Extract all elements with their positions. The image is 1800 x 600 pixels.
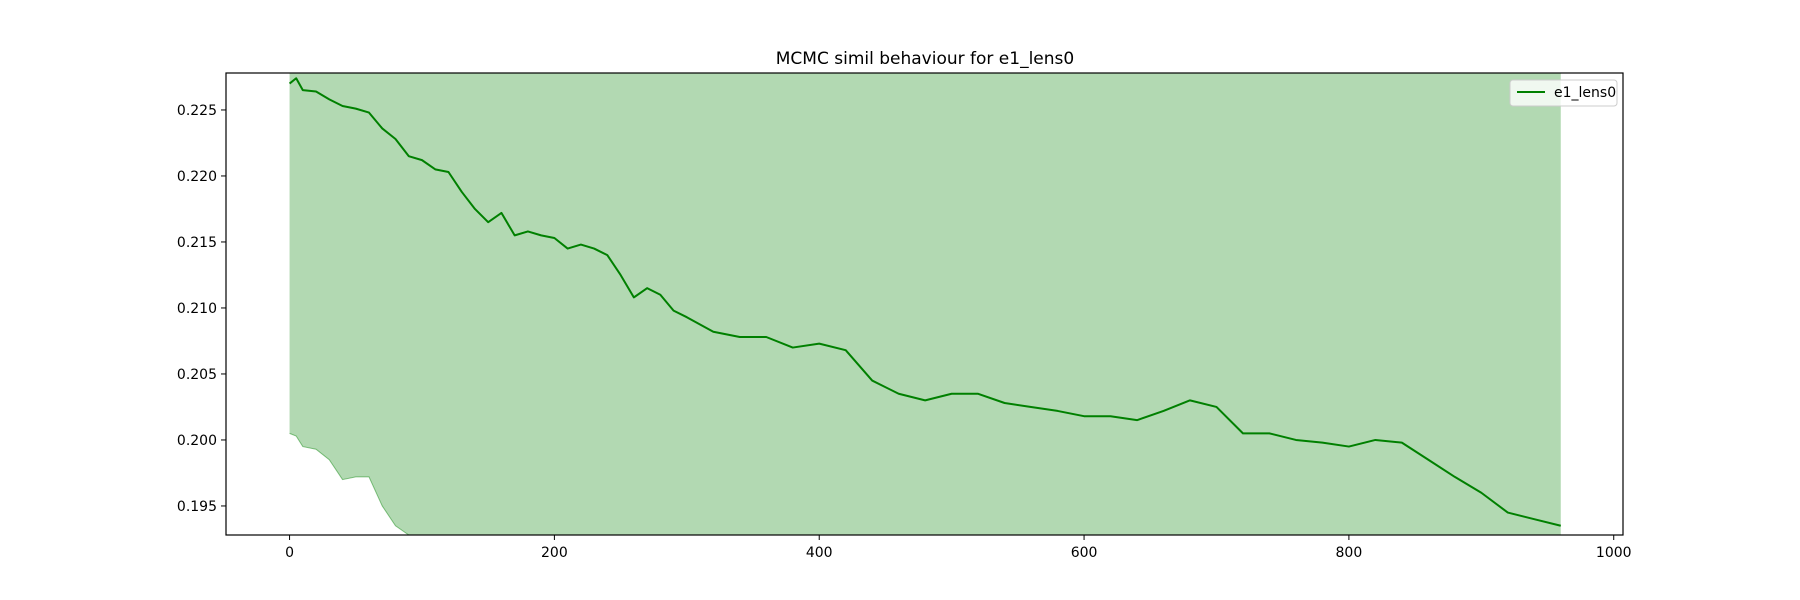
series-line-layer [288, 77, 1562, 527]
confidence-band [289, 73, 1561, 535]
y-tick-label: 0.215 [177, 235, 217, 251]
x-tick-label: 0 [285, 545, 294, 561]
x-axis: 0 200 400 600 800 1000 [285, 535, 1632, 561]
y-tick-label: 0.200 [177, 433, 217, 449]
y-tick-label: 0.195 [177, 499, 217, 515]
x-tick-label: 600 [1071, 545, 1098, 561]
y-tick-label: 0.205 [177, 367, 217, 383]
plot-frame [225, 72, 1624, 536]
series-line-e1-lens0 [288, 77, 1562, 527]
y-tick-label: 0.225 [177, 103, 217, 119]
y-tick-label: 0.210 [177, 301, 217, 317]
x-tick-label: 400 [806, 545, 833, 561]
x-tick-label: 800 [1336, 545, 1363, 561]
legend-label: e1_lens0 [1554, 85, 1616, 101]
confidence-band-lower-edge [289, 432, 410, 536]
legend-box [1509, 79, 1618, 107]
confidence-band-layer [289, 73, 1561, 536]
y-axis: 0.195 0.200 0.205 0.210 0.215 0.220 0.225 [177, 103, 226, 515]
chart-title: MCMC simil behaviour for e1_lens0 [776, 49, 1074, 69]
x-tick-label: 200 [541, 545, 568, 561]
legend: e1_lens0 [1509, 79, 1618, 107]
x-tick-label: 1000 [1596, 545, 1632, 561]
y-tick-label: 0.220 [177, 169, 217, 185]
